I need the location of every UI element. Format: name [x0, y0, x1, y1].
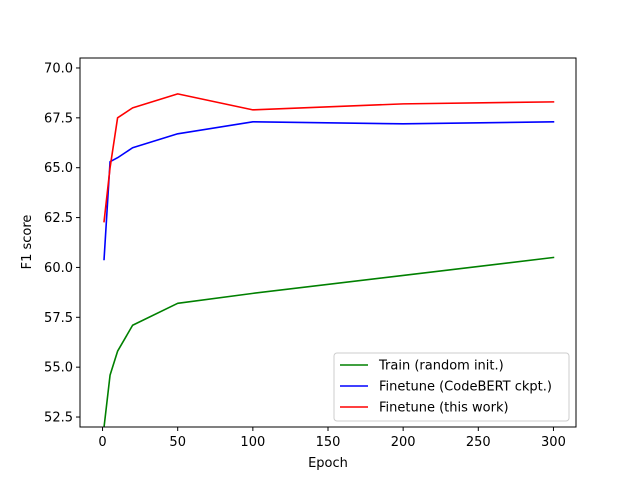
legend-label-1: Train (random init.)	[378, 359, 504, 374]
x-axis-title: Epoch	[308, 456, 348, 471]
series-layer	[103, 93, 555, 427]
series-line-3	[103, 93, 555, 223]
y-tick-label: 60.0	[44, 261, 73, 276]
y-axis: 52.5 55.0 57.5 60.0 62.5 65.0 67.5 70.0	[44, 61, 80, 426]
y-tick-label: 57.5	[44, 311, 73, 326]
x-axis: 0 50 100 150 200 250 300	[98, 427, 566, 450]
y-tick-label: 70.0	[44, 61, 73, 76]
x-tick-label: 300	[541, 435, 566, 450]
x-tick-label: 250	[466, 435, 491, 450]
y-tick-label: 65.0	[44, 161, 73, 176]
legend-label-3: Finetune (this work)	[379, 401, 509, 416]
x-tick-label: 150	[316, 435, 341, 450]
x-tick-label: 100	[240, 435, 265, 450]
legend-box	[333, 352, 570, 422]
y-tick-label: 67.5	[44, 111, 73, 126]
series-line-1	[103, 256, 555, 427]
y-tick-label: 52.5	[44, 411, 73, 426]
y-axis-title: F1 score	[20, 215, 35, 270]
legend: Train (random init.) Finetune (CodeBERT c…	[333, 352, 570, 422]
legend-label-2: Finetune (CodeBERT ckpt.)	[379, 380, 552, 395]
x-tick-label: 200	[391, 435, 416, 450]
x-tick-label: 50	[169, 435, 186, 450]
y-tick-label: 62.5	[44, 211, 73, 226]
x-tick-label: 0	[98, 435, 106, 450]
y-tick-label: 55.0	[44, 361, 73, 376]
